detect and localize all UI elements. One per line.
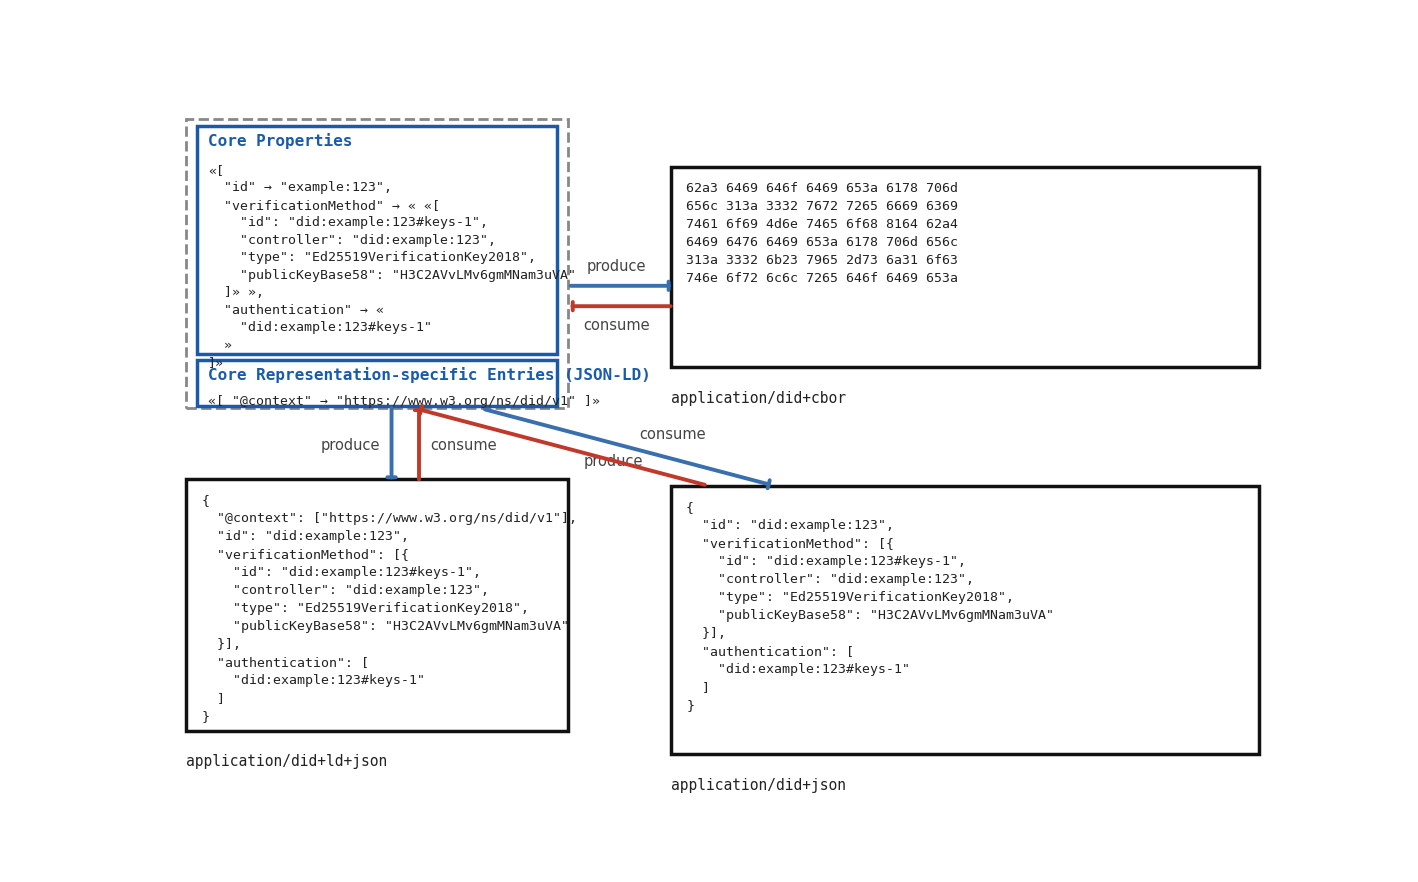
Text: {
  "@context": ["https://www.w3.org/ns/did/v1"],
  "id": "did:example:123",
  ": { "@context": ["https://www.w3.org/ns/di… xyxy=(201,494,577,723)
Text: produce: produce xyxy=(587,258,647,273)
FancyBboxPatch shape xyxy=(671,486,1259,754)
FancyBboxPatch shape xyxy=(671,167,1259,367)
Text: consume: consume xyxy=(584,318,649,333)
Text: produce: produce xyxy=(320,437,380,453)
Text: application/did+ld+json: application/did+ld+json xyxy=(186,754,387,769)
Text: produce: produce xyxy=(584,453,644,468)
Text: application/did+cbor: application/did+cbor xyxy=(671,391,845,406)
Text: consume: consume xyxy=(430,437,496,453)
Text: «[
  "id" → "example:123",
  "verificationMethod" → « «[
    "id": "did:example:: «[ "id" → "example:123", "verificationMe… xyxy=(208,163,576,369)
Text: consume: consume xyxy=(638,427,705,442)
FancyBboxPatch shape xyxy=(186,480,569,730)
Text: application/did+json: application/did+json xyxy=(671,778,845,793)
Text: 62a3 6469 646f 6469 653a 6178 706d
656c 313a 3332 7672 7265 6669 6369
7461 6f69 : 62a3 6469 646f 6469 653a 6178 706d 656c … xyxy=(686,182,959,285)
FancyBboxPatch shape xyxy=(197,126,557,354)
Text: «[ "@context" → "https://www.w3.org/ns/did/v1" ]»: «[ "@context" → "https://www.w3.org/ns/d… xyxy=(208,395,600,408)
FancyBboxPatch shape xyxy=(197,360,557,406)
Text: {
  "id": "did:example:123",
  "verificationMethod": [{
    "id": "did:example:1: { "id": "did:example:123", "verification… xyxy=(686,501,1054,712)
Text: Core Properties: Core Properties xyxy=(208,133,353,149)
Text: Core Representation-specific Entries (JSON-LD): Core Representation-specific Entries (JS… xyxy=(208,367,651,383)
